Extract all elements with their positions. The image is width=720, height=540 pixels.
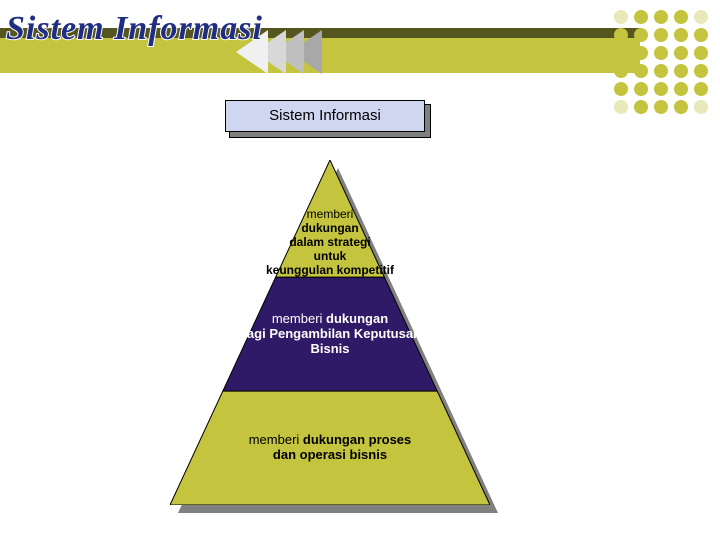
dot-icon (614, 46, 628, 60)
dot-icon (634, 82, 648, 96)
dot-icon (634, 10, 648, 24)
dot-icon (674, 28, 688, 42)
dot-icon (694, 28, 708, 42)
dot-icon (674, 46, 688, 60)
dot-icon (654, 64, 668, 78)
dot-icon (614, 10, 628, 24)
slide-title: Sistem Informasi (6, 10, 263, 48)
dot-icon (654, 82, 668, 96)
dot-icon (654, 28, 668, 42)
dot-icon (674, 10, 688, 24)
pyramid-diagram: memberidukungandalam strategiuntukkeungg… (170, 160, 490, 505)
dot-icon (654, 10, 668, 24)
dot-icon (694, 10, 708, 24)
dot-icon (694, 64, 708, 78)
diagram-title-text: Sistem Informasi (269, 107, 381, 125)
dot-icon (614, 100, 628, 114)
dot-icon (674, 64, 688, 78)
dot-icon (634, 28, 648, 42)
dot-icon (614, 82, 628, 96)
dot-icon (694, 100, 708, 114)
dot-icon (634, 100, 648, 114)
dot-icon (694, 82, 708, 96)
dot-icon (614, 28, 628, 42)
dot-icon (674, 100, 688, 114)
dot-icon (634, 46, 648, 60)
dot-icon (654, 46, 668, 60)
dot-icon (634, 64, 648, 78)
slide-root: Sistem Informasi Sistem Informasi member… (0, 0, 720, 540)
diagram-title-box: Sistem Informasi (225, 100, 425, 132)
header-banner: Sistem Informasi (0, 10, 640, 82)
dot-icon (654, 100, 668, 114)
decorative-dots (614, 10, 708, 114)
dot-icon (614, 64, 628, 78)
dot-icon (674, 82, 688, 96)
dot-icon (694, 46, 708, 60)
